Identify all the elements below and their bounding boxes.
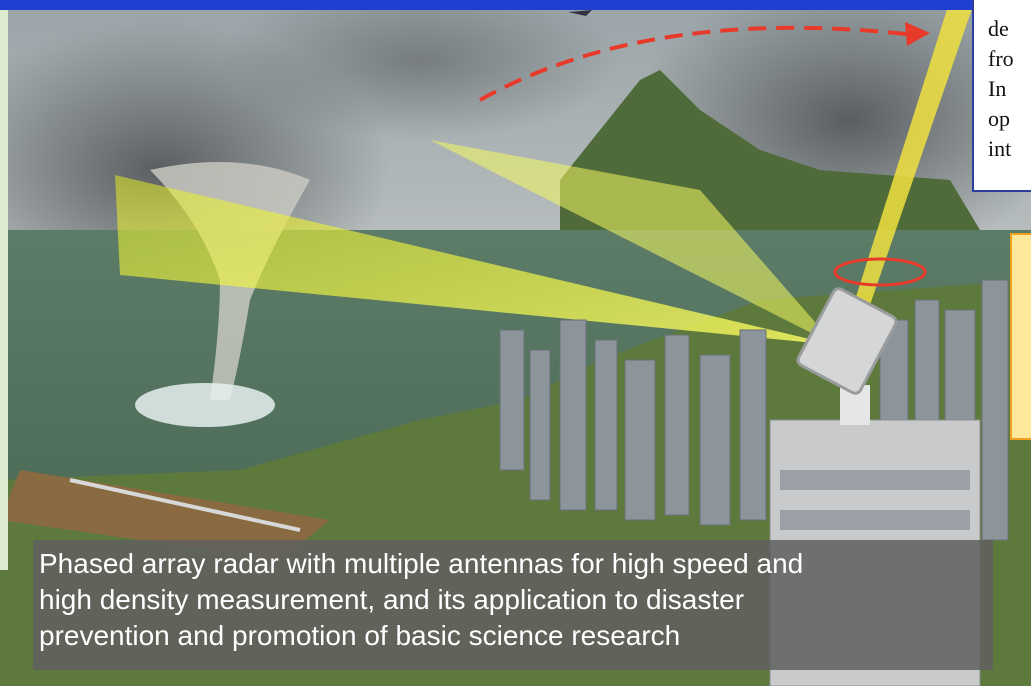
description-line: int (988, 136, 1012, 161)
runway (69, 478, 301, 532)
scan-arc-arrow (479, 25, 916, 102)
radar-beam-upper (430, 140, 835, 345)
tornado-splash (135, 383, 275, 427)
left-border-strip (0, 10, 8, 570)
description-line: de (988, 16, 1009, 41)
phased-array-antenna (796, 287, 898, 395)
title-bar (0, 0, 975, 10)
description-line: In (988, 76, 1007, 101)
callout-box: ( (1010, 233, 1031, 440)
description-text-box: de fro In op int (972, 0, 1031, 192)
caption-line: high density measurement, and its applic… (39, 584, 745, 615)
description-line: op (988, 106, 1010, 131)
storm-cloud (220, 0, 620, 140)
building-floor (780, 510, 970, 530)
caption-line: prevention and promotion of basic scienc… (39, 620, 681, 651)
description-line: fro (988, 46, 1014, 71)
description-text: de fro In op int (988, 14, 1014, 164)
airport-runway-area (0, 470, 330, 560)
radar-beam-vertical (855, 0, 975, 305)
building-floor (780, 470, 970, 490)
scan-arrowhead (905, 22, 930, 46)
airplane (568, 10, 592, 16)
caption-box: Phased array radar with multiple antenna… (33, 540, 993, 670)
caption-text: Phased array radar with multiple antenna… (39, 546, 803, 654)
caption-line: Phased array radar with multiple antenna… (39, 548, 804, 579)
rotation-ring (833, 257, 927, 287)
radar-beam-sector (115, 175, 835, 345)
